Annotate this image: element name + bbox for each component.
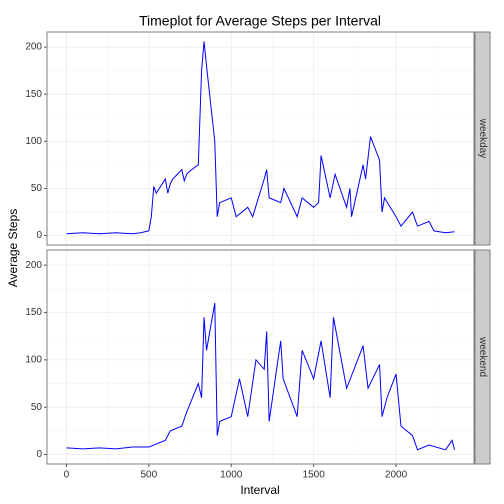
strip-label: weekend [477, 336, 488, 377]
x-tick-label: 500 [141, 470, 158, 481]
data-line [66, 302, 456, 451]
strip [474, 249, 491, 465]
y-tick-label: 100 [25, 136, 42, 147]
y-tick-label: 100 [25, 354, 42, 365]
y-tick-label: 150 [25, 307, 42, 318]
y-tick-label: 50 [31, 183, 43, 194]
y-tick-label: 150 [25, 89, 42, 100]
panel-background [47, 32, 474, 245]
data-line [66, 41, 455, 235]
y-tick-label: 200 [25, 260, 42, 271]
strip [474, 31, 491, 246]
panel-background [47, 250, 474, 464]
strip-label: weekday [477, 118, 488, 158]
y-axis-label: Average Steps [6, 209, 20, 288]
x-tick-label: 0 [64, 470, 70, 481]
x-tick-label: 2000 [385, 470, 408, 481]
chart-title: Timeplot for Average Steps per Interval [139, 13, 381, 29]
panel-border [46, 249, 475, 465]
x-tick-label: 1500 [303, 470, 326, 481]
y-tick-label: 200 [25, 42, 42, 53]
x-axis-label: Interval [240, 483, 279, 497]
y-tick-label: 0 [36, 230, 42, 241]
x-tick-label: 1000 [220, 470, 243, 481]
panel-border [46, 31, 475, 246]
y-tick-label: 50 [31, 402, 43, 413]
y-tick-label: 0 [36, 449, 42, 460]
